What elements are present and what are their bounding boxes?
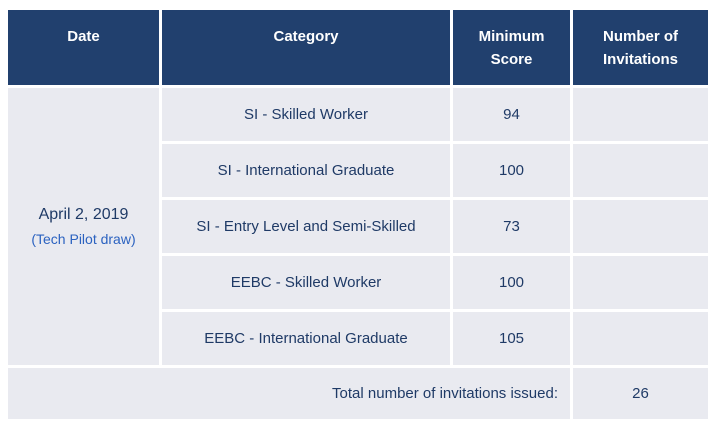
invitations-cell [573, 312, 708, 365]
minimum-score-cell: 100 [453, 256, 570, 309]
total-label-cell: Total number of invitations issued: [8, 368, 570, 419]
date-cell: April 2, 2019 (Tech Pilot draw) [8, 88, 159, 365]
invitations-cell [573, 200, 708, 253]
header-cell-category: Category [162, 10, 450, 85]
minimum-score-cell: 73 [453, 200, 570, 253]
category-cell: EEBC - International Graduate [162, 312, 450, 365]
draw-note: (Tech Pilot draw) [31, 231, 136, 247]
invitations-cell [573, 256, 708, 309]
header-cell-minimum-score: Minimum Score [453, 10, 570, 85]
header-cell-number-of-invitations: Number of Invitations [573, 10, 708, 85]
draw-date: April 2, 2019 [38, 206, 129, 223]
category-cell: SI - Skilled Worker [162, 88, 450, 141]
category-cell: EEBC - Skilled Worker [162, 256, 450, 309]
minimum-score-cell: 105 [453, 312, 570, 365]
category-cell: SI - Entry Level and Semi-Skilled [162, 200, 450, 253]
invitations-cell [573, 88, 708, 141]
minimum-score-cell: 100 [453, 144, 570, 197]
invitations-cell [573, 144, 708, 197]
invitation-draw-table: Date Category Minimum Score Number of In… [8, 10, 708, 419]
minimum-score-cell: 94 [453, 88, 570, 141]
header-cell-date: Date [8, 10, 159, 85]
category-cell: SI - International Graduate [162, 144, 450, 197]
total-value-cell: 26 [573, 368, 708, 419]
